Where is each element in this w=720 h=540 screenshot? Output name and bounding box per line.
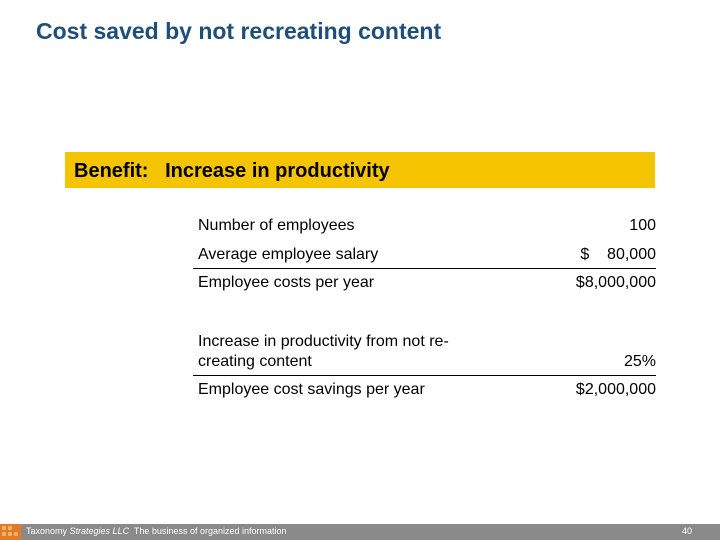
row-label-employee-costs: Employee costs per year	[198, 274, 375, 291]
row-value-employees: 100	[629, 217, 656, 234]
footer-company-prefix: Taxonomy	[26, 526, 70, 536]
row-label-productivity-line1: Increase in productivity from not re-	[198, 333, 449, 350]
footer-tagline-text: The business of organized information	[129, 526, 287, 536]
slide-title: Cost saved by not recreating content	[36, 18, 442, 44]
row-label-employees: Number of employees	[198, 217, 355, 234]
row-label-salary: Average employee salary	[198, 246, 379, 263]
divider-line	[193, 268, 656, 269]
divider-line	[193, 375, 656, 376]
row-value-cost-savings: $2,000,000	[575, 381, 656, 398]
row-value-employee-costs: $8,000,000	[575, 274, 656, 291]
row-value-productivity: 25%	[623, 353, 656, 370]
benefit-label: Benefit: Increase in productivity	[74, 160, 390, 182]
footer-company-italic: Strategies LLC	[69, 526, 130, 536]
benefit-banner: Benefit: Increase in productivity	[65, 152, 655, 188]
row-label-productivity-line2: creating content	[198, 353, 312, 370]
page-number: 40	[681, 526, 692, 536]
company-logo-icon	[0, 524, 21, 540]
row-value-salary: $ 80,000	[580, 246, 656, 263]
row-label-cost-savings: Employee cost savings per year	[198, 381, 425, 398]
footer-tagline: Taxonomy Strategies LLC The business of …	[26, 526, 287, 536]
footer-bar: Taxonomy Strategies LLC The business of …	[0, 524, 720, 540]
